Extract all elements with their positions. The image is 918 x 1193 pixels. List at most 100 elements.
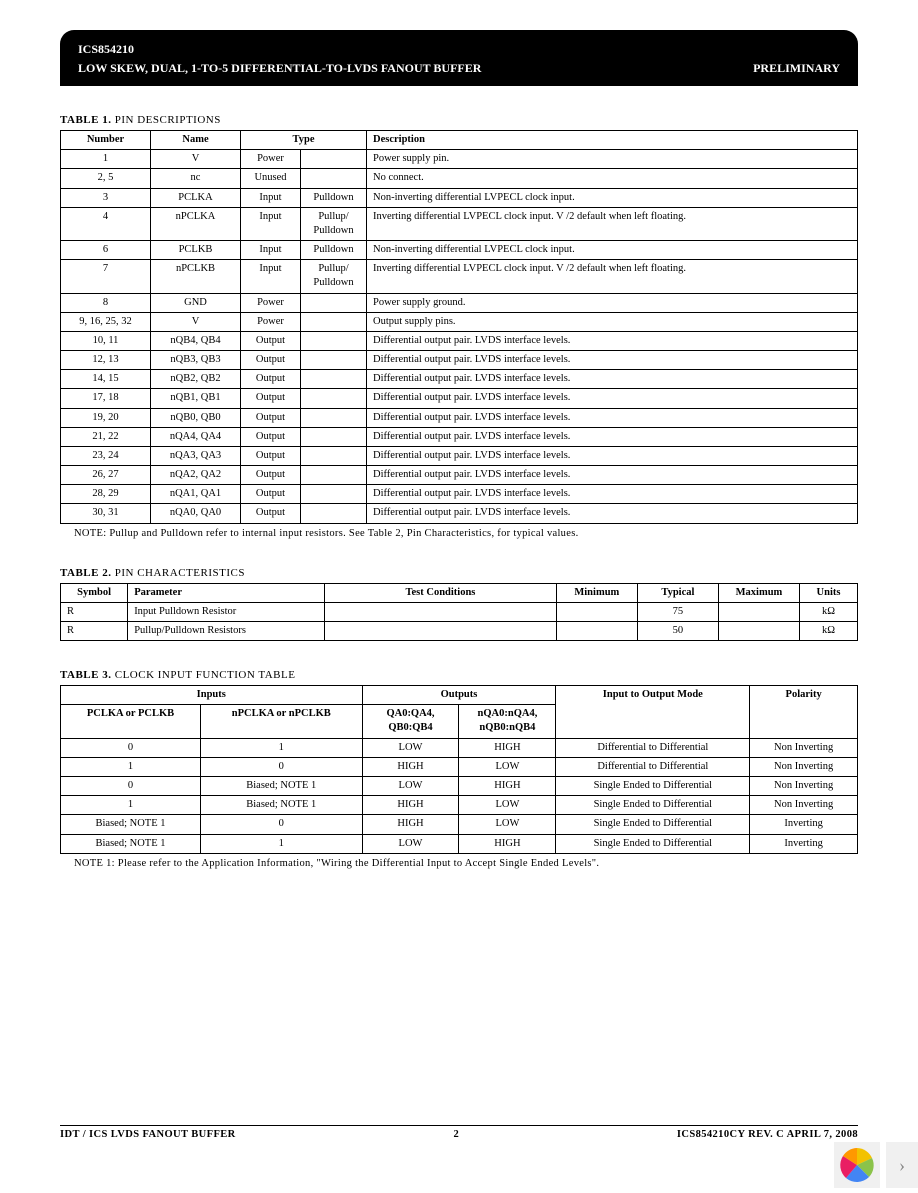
cell-number: 12, 13 [61,351,151,370]
cell-mode: Single Ended to Differential [556,776,750,795]
cell-description: Differential output pair. LVDS interface… [367,389,858,408]
col-name: Name [151,131,241,150]
cell-polarity: Inverting [750,834,858,853]
cell-type1: Input [241,241,301,260]
cell-type2 [301,446,367,465]
table-row: 30, 31nQA0, QA0OutputDifferential output… [61,504,858,523]
cell-type1: Power [241,293,301,312]
cell-number: 21, 22 [61,427,151,446]
cell-type1: Output [241,427,301,446]
table-row: 4nPCLKAInputPullup/ PulldownInverting di… [61,207,858,240]
doc-status: PRELIMINARY [753,61,840,76]
clock-input-function-table: Inputs Outputs Input to Output Mode Pola… [60,685,858,854]
cell-number: 2, 5 [61,169,151,188]
table-row: 1Biased; NOTE 1HIGHLOWSingle Ended to Di… [61,796,858,815]
cell-mode: Differential to Differential [556,757,750,776]
cell-typ: 50 [637,621,718,640]
cell-nqa: HIGH [459,834,556,853]
page-header-band: ICS854210 LOW SKEW, DUAL, 1-TO-5 DIFFERE… [60,30,858,86]
cell-mode: Single Ended to Differential [556,815,750,834]
col-maximum: Maximum [718,583,799,602]
col-mode: Input to Output Mode [556,686,750,739]
cell-description: Power supply ground. [367,293,858,312]
cell-type2 [301,312,367,331]
col-qa: QA0:QA4, QB0:QB4 [362,705,459,738]
table-row: 3PCLKAInputPulldownNon-inverting differe… [61,188,858,207]
cell-name: nQA0, QA0 [151,504,241,523]
cell-polarity: Non Inverting [750,796,858,815]
cell-description: Differential output pair. LVDS interface… [367,427,858,446]
cell-type1: Power [241,150,301,169]
table-row: 10HIGHLOWDifferential to DifferentialNon… [61,757,858,776]
cell-name: V [151,312,241,331]
cell-type2 [301,408,367,427]
cell-name: GND [151,293,241,312]
cell-type1: Input [241,260,301,293]
part-number: ICS854210 [78,42,840,57]
cell-type2 [301,331,367,350]
cell-number: 3 [61,188,151,207]
cell-number: 26, 27 [61,466,151,485]
cell-description: Output supply pins. [367,312,858,331]
table-header-row: Symbol Parameter Test Conditions Minimum… [61,583,858,602]
cell-qa: HIGH [362,757,459,776]
viewer-logo-icon[interactable] [834,1142,880,1188]
table2-caption-label: TABLE 2. [60,567,111,579]
cell-pclk: 0 [61,776,201,795]
table-row: 19, 20nQB0, QB0OutputDifferential output… [61,408,858,427]
cell-type2 [301,370,367,389]
cell-type2 [301,293,367,312]
cell-nqa: LOW [459,796,556,815]
col-npclk: nPCLKA or nPCLKB [201,705,363,738]
col-conditions: Test Conditions [325,583,557,602]
datasheet-page: ICS854210 LOW SKEW, DUAL, 1-TO-5 DIFFERE… [0,0,918,1188]
table-row: 12, 13nQB3, QB3OutputDifferential output… [61,351,858,370]
cell-number: 14, 15 [61,370,151,389]
col-typical: Typical [637,583,718,602]
col-minimum: Minimum [556,583,637,602]
cell-pclk: Biased; NOTE 1 [61,834,201,853]
col-polarity: Polarity [750,686,858,739]
page-title: LOW SKEW, DUAL, 1-TO-5 DIFFERENTIAL-TO-L… [78,61,481,76]
next-page-button[interactable]: › [886,1142,918,1188]
cell-type1: Output [241,370,301,389]
col-nqa: nQA0:nQA4, nQB0:nQB4 [459,705,556,738]
cell-nqa: HIGH [459,738,556,757]
cell-type1: Output [241,408,301,427]
cell-max [718,602,799,621]
cell-mode: Single Ended to Differential [556,834,750,853]
table1-note: NOTE: Pullup and Pulldown refer to inter… [74,528,858,539]
cell-description: Differential output pair. LVDS interface… [367,504,858,523]
footer-left: IDT / ICS LVDS FANOUT BUFFER [60,1129,236,1140]
viewer-corner-widget: › [834,1142,918,1188]
cell-type2 [301,150,367,169]
cell-polarity: Non Inverting [750,776,858,795]
cell-typ: 75 [637,602,718,621]
table-header-group-row: Inputs Outputs Input to Output Mode Pola… [61,686,858,705]
cell-type1: Output [241,446,301,465]
cell-type1: Output [241,331,301,350]
cell-qa: HIGH [362,815,459,834]
cell-polarity: Inverting [750,815,858,834]
table-row: 2, 5ncUnusedNo connect. [61,169,858,188]
cell-name: PCLKB [151,241,241,260]
cell-nqa: LOW [459,757,556,776]
cell-mode: Differential to Differential [556,738,750,757]
cell-description: Differential output pair. LVDS interface… [367,351,858,370]
table-row: 6PCLKBInputPulldownNon-inverting differe… [61,241,858,260]
table1-caption: TABLE 1. PIN DESCRIPTIONS [60,114,858,126]
cell-symbol: R [61,602,128,621]
cell-conditions [325,602,557,621]
cell-number: 28, 29 [61,485,151,504]
cell-type2 [301,485,367,504]
table-row: RPullup/Pulldown Resistors50kΩ [61,621,858,640]
cell-name: nPCLKA [151,207,241,240]
table-row: 8GNDPowerPower supply ground. [61,293,858,312]
col-symbol: Symbol [61,583,128,602]
cell-description: Non-inverting differential LVPECL clock … [367,188,858,207]
cell-name: nQB3, QB3 [151,351,241,370]
cell-name: nQA4, QA4 [151,427,241,446]
col-pclk: PCLKA or PCLKB [61,705,201,738]
cell-npclk: Biased; NOTE 1 [201,796,363,815]
cell-number: 10, 11 [61,331,151,350]
